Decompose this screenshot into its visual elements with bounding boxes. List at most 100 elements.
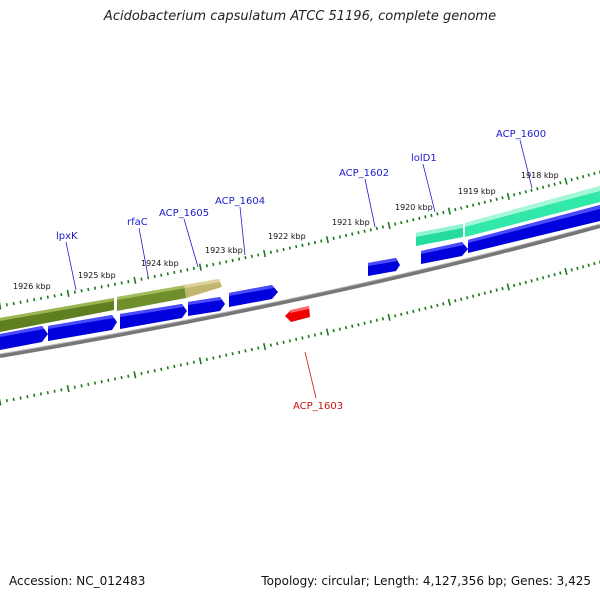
- ring-tick: [192, 266, 195, 271]
- ring-tick: [495, 197, 498, 201]
- ring-tick: [26, 299, 29, 303]
- ring-tick: [73, 385, 76, 389]
- ring-tick: [5, 399, 8, 403]
- ring-tick: [295, 245, 298, 249]
- scale-labels: 1926 kbp 1925 kbp 1924 kbp 1923 kbp 1922…: [13, 171, 559, 291]
- ring-tick: [282, 340, 285, 344]
- ring-tick: [60, 388, 63, 392]
- inner-tick-ring: [0, 260, 600, 406]
- cds-reverse-acp-1603[interactable]: [285, 306, 310, 322]
- scale-label: 1924 kbp: [141, 259, 179, 268]
- ring-tick: [276, 342, 279, 346]
- ring-tick: [518, 282, 522, 286]
- ring-tick: [460, 206, 463, 210]
- ring-tick: [153, 369, 156, 373]
- ring-tick: [363, 229, 366, 233]
- cds-forward-2[interactable]: [48, 315, 117, 341]
- ring-tick: [325, 328, 330, 336]
- ring-tick: [313, 333, 317, 337]
- ring-tick: [489, 289, 492, 294]
- cds-forward-3[interactable]: [120, 304, 187, 329]
- ring-tick: [320, 331, 323, 336]
- ring-tick: [307, 334, 310, 339]
- ring-tick: [66, 384, 70, 393]
- ring-tick: [237, 350, 241, 354]
- ring-tick: [351, 232, 354, 236]
- feature-band-khaki: [184, 279, 222, 298]
- ring-tick: [179, 269, 182, 273]
- ring-tick: [381, 225, 385, 229]
- gene-label-acp-1600[interactable]: ACP_1600: [496, 129, 546, 140]
- cds-forward-6[interactable]: [368, 258, 400, 276]
- ring-tick: [192, 360, 195, 364]
- ring-tick: [369, 228, 372, 232]
- ring-tick: [564, 177, 568, 185]
- ring-tick: [66, 289, 70, 297]
- ring-tick: [442, 210, 445, 215]
- ring-tick: [553, 182, 556, 186]
- ring-tick: [0, 302, 2, 310]
- ring-tick: [412, 309, 415, 313]
- ring-tick: [198, 357, 202, 365]
- cds-forward-4[interactable]: [188, 297, 225, 316]
- ring-tick: [418, 308, 421, 312]
- ring-tick: [225, 353, 228, 357]
- ring-tick: [345, 233, 348, 238]
- ring-tick: [113, 377, 117, 381]
- ring-tick: [357, 231, 360, 235]
- ring-tick: [344, 326, 348, 330]
- ring-tick: [276, 249, 279, 253]
- ring-tick: [332, 329, 335, 333]
- ring-tick: [120, 375, 123, 380]
- ring-tick: [231, 352, 234, 356]
- ring-tick: [282, 247, 285, 252]
- ring-tick: [471, 203, 475, 207]
- cds-forward-7[interactable]: [421, 242, 468, 264]
- outer-tick-ring: [0, 170, 600, 310]
- gene-label-lpxk[interactable]: lpxK: [56, 231, 78, 242]
- ring-tick: [19, 300, 22, 304]
- ring-tick: [218, 354, 221, 359]
- ring-tick: [581, 265, 585, 269]
- ring-tick: [87, 382, 90, 387]
- gene-label-acp-1602[interactable]: ACP_1602: [339, 168, 389, 179]
- ring-tick: [489, 199, 492, 203]
- ring-tick: [288, 246, 291, 250]
- gene-label-acp-1603[interactable]: ACP_1603: [293, 401, 343, 412]
- ring-tick: [133, 276, 137, 284]
- ring-tick: [524, 190, 527, 194]
- ring-tick: [12, 301, 15, 306]
- ring-tick: [530, 279, 533, 283]
- gene-label-acp-1604[interactable]: ACP_1604: [215, 196, 265, 207]
- gene-label-rfac[interactable]: rfaC: [127, 217, 148, 228]
- scale-label: 1922 kbp: [268, 232, 306, 241]
- ring-tick: [506, 283, 510, 291]
- gene-label-acp-1605[interactable]: ACP_1605: [159, 208, 209, 219]
- cds-forward-1[interactable]: [0, 326, 48, 350]
- ring-tick: [127, 374, 130, 378]
- scale-label: 1926 kbp: [13, 282, 51, 291]
- ring-tick: [541, 276, 545, 280]
- ring-tick: [107, 283, 110, 288]
- ring-tick: [186, 268, 189, 272]
- ring-tick: [307, 242, 310, 246]
- cds-forward-8[interactable]: [468, 205, 600, 253]
- ring-tick: [447, 207, 451, 215]
- ring-tick: [33, 393, 36, 397]
- ring-tick: [263, 343, 267, 351]
- ring-tick: [541, 185, 545, 189]
- cds-forward-5[interactable]: [229, 285, 278, 307]
- ring-tick: [179, 363, 182, 367]
- ring-tick: [387, 313, 391, 321]
- ring-tick: [320, 239, 323, 243]
- ring-tick: [483, 291, 487, 295]
- scale-label: 1920 kbp: [395, 203, 433, 212]
- ring-tick: [26, 395, 29, 399]
- gene-label-lold1[interactable]: lolD1: [411, 153, 437, 164]
- ring-tick: [87, 287, 90, 292]
- ring-tick: [436, 303, 439, 308]
- ring-tick: [218, 261, 221, 265]
- ring-tick: [295, 337, 298, 341]
- ring-tick: [412, 218, 415, 222]
